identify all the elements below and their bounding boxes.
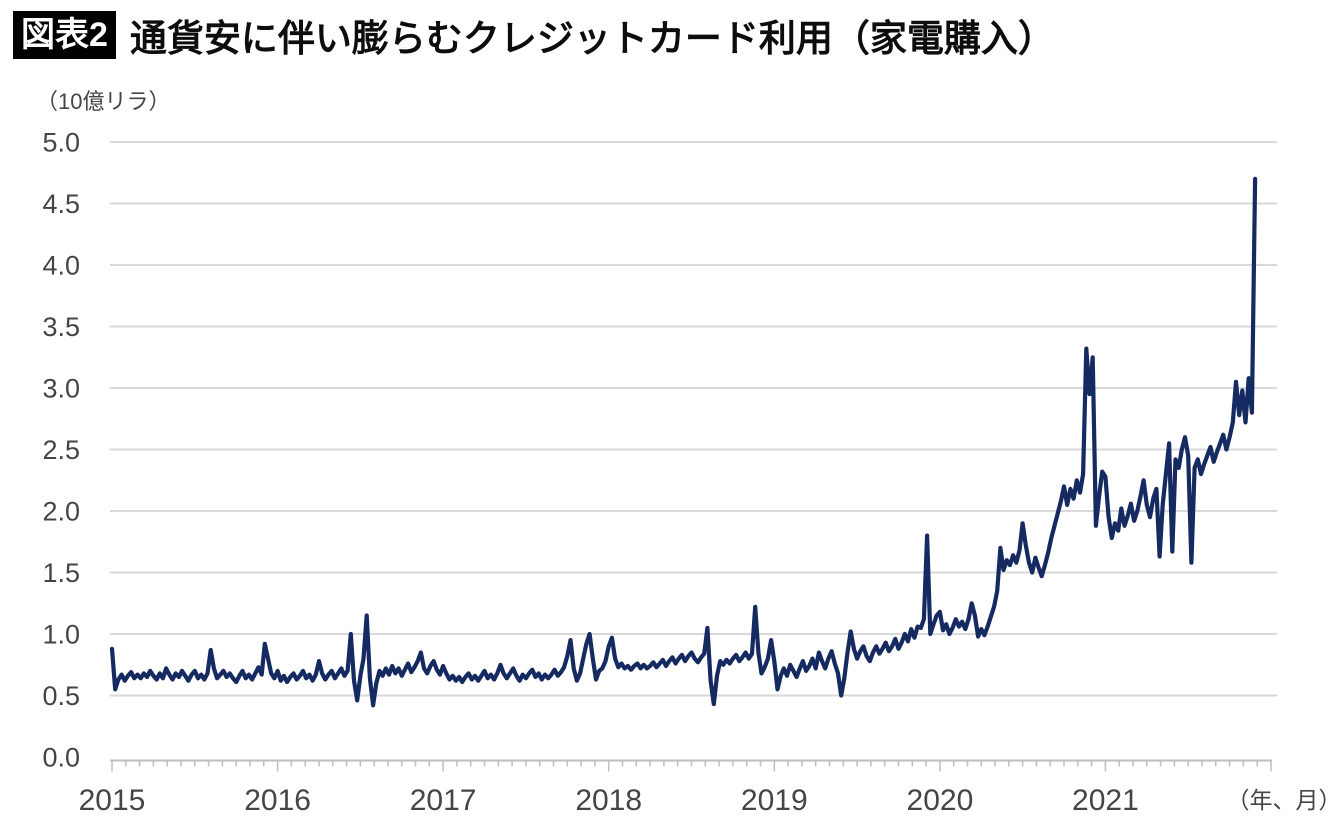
y-axis-unit-label: （10億リラ）: [36, 89, 171, 114]
x-tick-label: 2015: [79, 784, 146, 817]
figure-badge: 図表2: [13, 11, 116, 59]
y-tick-label: 3.5: [42, 312, 80, 342]
y-tick-label: 0.0: [42, 743, 80, 773]
figure-title: 通貨安に伴い膨らむクレジットカード利用（家電購入）: [129, 18, 1055, 59]
x-tick-label: 2018: [575, 784, 642, 817]
x-tick-label: 2021: [1072, 784, 1139, 817]
x-axis-suffix-label: （年、月）: [1227, 787, 1340, 813]
figure-header: 図表2 通貨安に伴い膨らむクレジットカード利用（家電購入）: [13, 8, 1055, 62]
y-tick-label: 2.5: [42, 435, 80, 465]
y-tick-label: 0.5: [42, 681, 80, 711]
y-tick-label: 3.0: [42, 374, 80, 404]
x-tick-label: 2017: [410, 784, 477, 817]
y-tick-label: 1.0: [42, 620, 80, 650]
x-tick-label: 2019: [741, 784, 808, 817]
y-tick-label: 4.0: [42, 251, 80, 281]
x-tick-label: 2016: [244, 784, 311, 817]
y-tick-label: 5.0: [42, 128, 80, 158]
y-tick-label: 1.5: [42, 558, 80, 588]
y-tick-label: 4.5: [42, 189, 80, 219]
data-series-line: [109, 176, 1258, 708]
y-tick-label: 2.0: [42, 497, 80, 527]
x-tick-label: 2020: [907, 784, 974, 817]
